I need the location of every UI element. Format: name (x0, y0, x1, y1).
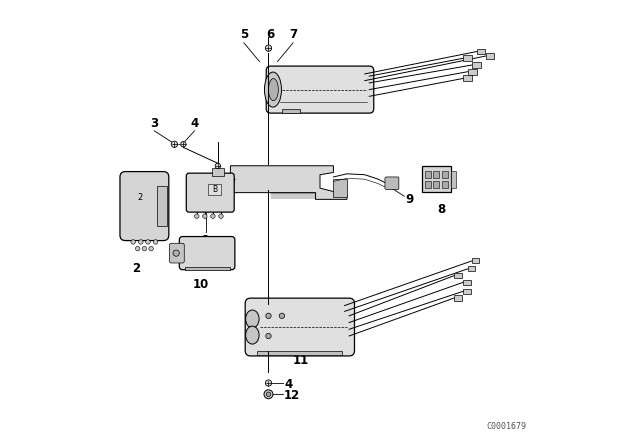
Text: 9: 9 (405, 193, 413, 206)
Bar (472, 258, 479, 263)
Bar (424, 171, 431, 178)
Circle shape (172, 141, 177, 147)
Circle shape (146, 240, 150, 244)
Circle shape (266, 333, 271, 339)
Circle shape (195, 214, 199, 219)
Bar (463, 289, 472, 294)
Text: 7: 7 (289, 28, 297, 42)
Circle shape (215, 164, 221, 169)
Circle shape (279, 313, 285, 319)
Circle shape (142, 246, 147, 251)
Bar (257, 350, 342, 355)
Circle shape (136, 246, 140, 251)
Bar (282, 109, 300, 113)
Ellipse shape (264, 72, 282, 107)
FancyBboxPatch shape (245, 298, 355, 356)
Circle shape (264, 390, 273, 399)
Bar (442, 181, 448, 188)
Bar (477, 49, 485, 54)
Bar (486, 53, 494, 59)
Bar (468, 69, 477, 74)
FancyBboxPatch shape (266, 66, 374, 113)
Bar (454, 273, 463, 278)
FancyBboxPatch shape (120, 172, 169, 241)
Text: C0001679: C0001679 (486, 422, 526, 431)
Bar (433, 171, 440, 178)
Bar (442, 171, 448, 178)
Circle shape (203, 214, 207, 219)
Circle shape (211, 214, 215, 219)
Circle shape (266, 313, 271, 319)
Circle shape (219, 214, 223, 219)
Text: B: B (212, 185, 218, 194)
Bar (212, 168, 224, 176)
Bar (185, 267, 230, 270)
Bar (463, 76, 472, 82)
Bar (468, 266, 475, 271)
Text: 11: 11 (293, 354, 309, 367)
Text: 10: 10 (192, 278, 209, 291)
Bar (433, 181, 440, 188)
FancyBboxPatch shape (179, 237, 235, 270)
Ellipse shape (269, 78, 278, 101)
Bar (463, 280, 472, 285)
FancyBboxPatch shape (385, 177, 399, 190)
Text: 2: 2 (137, 193, 143, 202)
Circle shape (131, 240, 136, 244)
Bar (451, 171, 456, 188)
Bar (472, 62, 481, 68)
Text: 3: 3 (150, 117, 158, 130)
Circle shape (139, 240, 143, 244)
Text: 2: 2 (132, 262, 140, 275)
Text: 4: 4 (284, 378, 292, 391)
Bar (333, 179, 347, 197)
Text: 5: 5 (240, 28, 248, 42)
Bar (422, 166, 451, 192)
Circle shape (266, 392, 271, 396)
FancyBboxPatch shape (186, 173, 234, 212)
Text: 6: 6 (267, 28, 275, 42)
Text: 1: 1 (202, 234, 210, 247)
Text: 4: 4 (191, 117, 198, 130)
Circle shape (266, 380, 271, 386)
Bar (157, 186, 166, 226)
Circle shape (154, 240, 158, 244)
Text: 8: 8 (437, 203, 445, 216)
Bar (463, 55, 472, 61)
Ellipse shape (246, 326, 259, 344)
Ellipse shape (246, 310, 259, 328)
Circle shape (180, 142, 186, 147)
Bar (208, 184, 221, 195)
Circle shape (149, 246, 154, 251)
FancyBboxPatch shape (170, 243, 184, 263)
Circle shape (173, 250, 179, 256)
Polygon shape (230, 166, 347, 199)
Bar (454, 295, 463, 301)
Circle shape (266, 45, 271, 52)
Text: 12: 12 (284, 389, 300, 402)
Bar (424, 181, 431, 188)
